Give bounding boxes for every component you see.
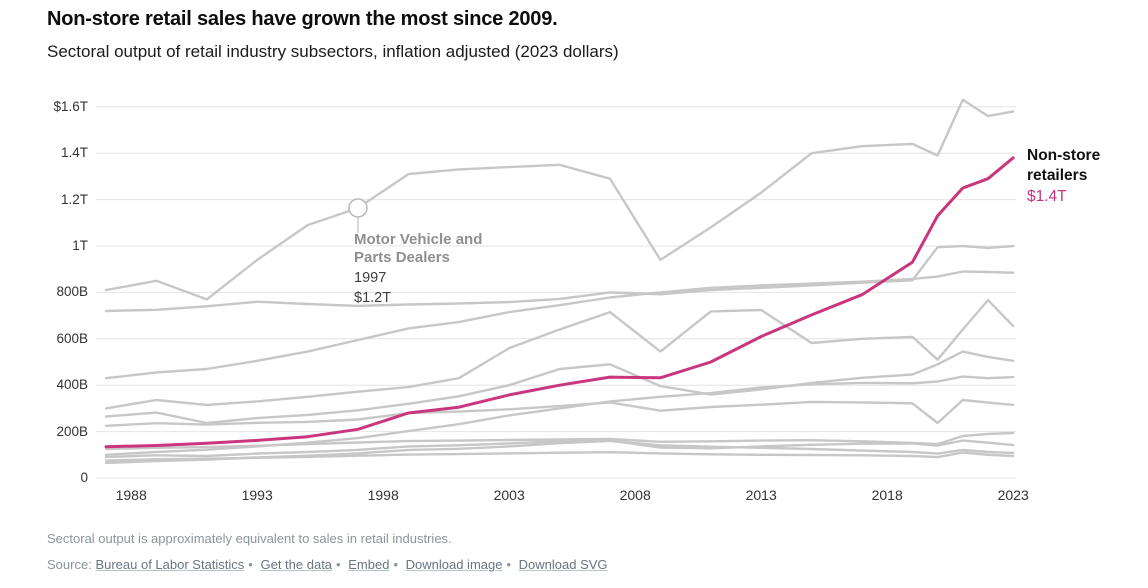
footnote: Sectoral output is approximately equival… xyxy=(47,531,452,546)
x-axis-label-2008: 2008 xyxy=(619,487,651,503)
y-axis-label-800B: 800B xyxy=(56,284,88,300)
x-axis-label-1988: 1988 xyxy=(115,487,147,503)
y-axis-label-1.4T: 1.4T xyxy=(60,145,88,161)
annotation-value: $1.2T xyxy=(354,290,392,306)
link-separator: • xyxy=(393,557,398,572)
line-subsector-11[interactable] xyxy=(104,451,1015,462)
source-link-get-the-data[interactable]: Get the data xyxy=(260,557,333,572)
x-axis-label-2013: 2013 xyxy=(745,487,777,503)
x-axis-label-1993: 1993 xyxy=(241,487,273,503)
x-axis-label-2018: 2018 xyxy=(871,487,903,503)
line-non-store-retailers[interactable] xyxy=(104,156,1015,449)
annotation-title-line2: Parts Dealers xyxy=(354,249,450,266)
y-axis-label-200B: 200B xyxy=(56,423,88,439)
y-axis-label-400B: 400B xyxy=(56,377,88,393)
x-axis-label-2023: 2023 xyxy=(997,487,1029,503)
source-link-bureau-of-labor-statistics[interactable]: Bureau of Labor Statistics xyxy=(95,557,245,572)
chart-subtitle: Sectoral output of retail industry subse… xyxy=(47,42,619,61)
link-separator: • xyxy=(336,557,341,572)
annotation-motor-vehicle: Motor Vehicle and Parts Dealers 1997 $1.… xyxy=(354,231,482,307)
chart-title: Non-store retail sales have grown the mo… xyxy=(47,8,558,30)
source-link-download-image[interactable]: Download image xyxy=(405,557,503,572)
annotation-marker xyxy=(348,198,368,218)
y-axis-label-0: 0 xyxy=(80,470,88,485)
link-separator: • xyxy=(506,557,512,572)
y-axis-label-1.2T: 1.2T xyxy=(60,191,88,207)
source-prefix: Source: xyxy=(47,557,92,572)
line-subsector-2[interactable] xyxy=(104,244,1015,313)
line-subsector-5[interactable] xyxy=(104,350,1015,425)
y-axis-label-1T: 1T xyxy=(72,238,88,253)
series-label-value: $1.4T xyxy=(1027,188,1067,205)
line-subsector-3[interactable] xyxy=(104,270,1015,380)
source-link-embed[interactable]: Embed xyxy=(348,557,390,572)
x-axis-label-1998: 1998 xyxy=(367,487,399,503)
line-subsector-6[interactable] xyxy=(104,398,1015,427)
y-axis-label-$1.6T: $1.6T xyxy=(53,98,88,114)
y-axis-label-600B: 600B xyxy=(56,330,88,346)
line-motor-vehicle-and-parts-dealers[interactable] xyxy=(104,98,1015,301)
source-line: Source: Bureau of Labor Statistics • Get … xyxy=(47,557,608,572)
series-label-non-store: Non-store retailers $1.4T xyxy=(1027,146,1139,208)
link-separator: • xyxy=(248,557,253,572)
annotation-year: 1997 xyxy=(354,270,387,286)
x-axis-label-2003: 2003 xyxy=(493,487,525,503)
annotation-title-line1: Motor Vehicle and xyxy=(354,231,483,248)
line-subsector-4[interactable] xyxy=(104,298,1015,410)
source-link-download-svg[interactable]: Download SVG xyxy=(518,557,608,572)
series-label-text: Non-store retailers xyxy=(1027,147,1101,184)
